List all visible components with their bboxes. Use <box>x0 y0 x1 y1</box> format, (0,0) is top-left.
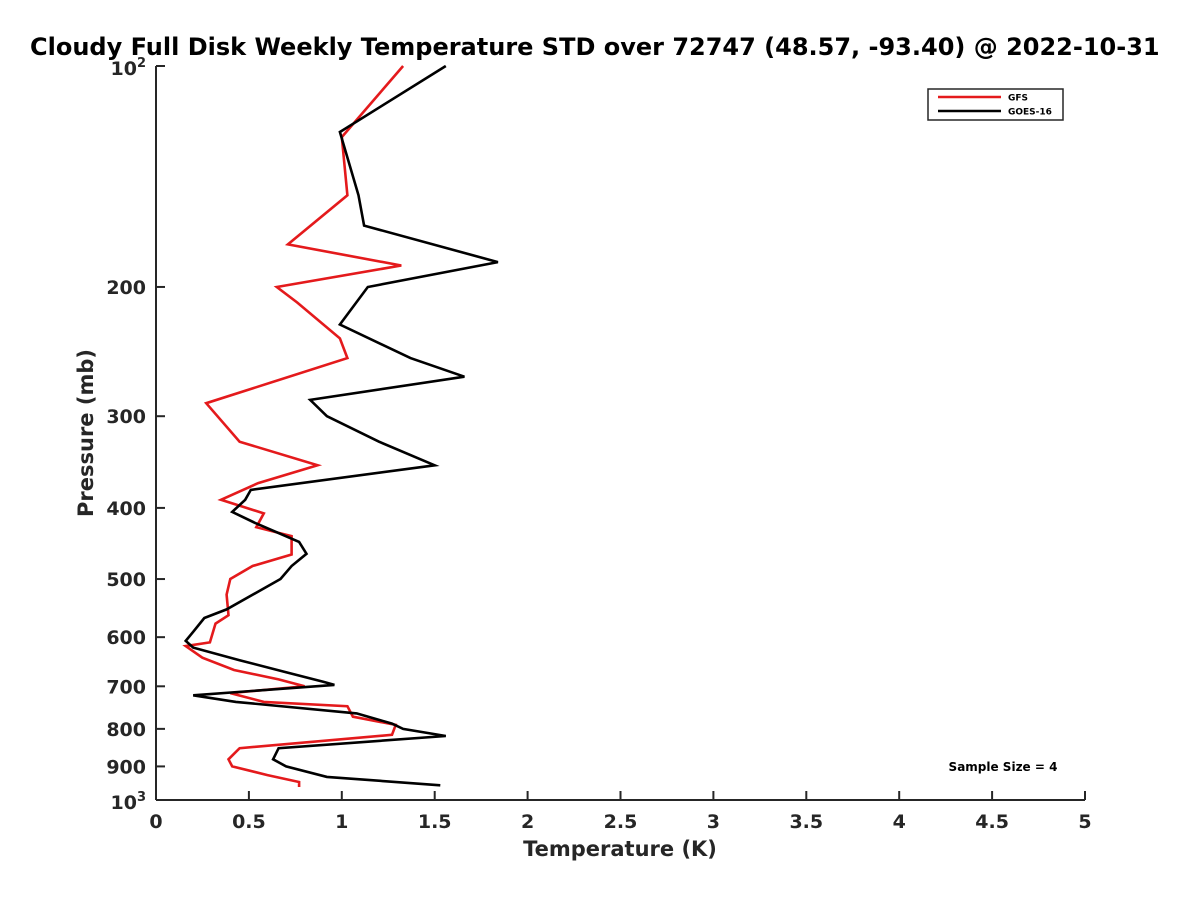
y-tick-label: 500 <box>106 569 146 591</box>
sample-size-annotation: Sample Size = 4 <box>949 760 1058 774</box>
y-tick-label-top: 102 <box>111 56 147 80</box>
x-tick-label: 1 <box>335 811 348 833</box>
x-tick-label: 0.5 <box>232 811 266 833</box>
x-tick-label: 2.5 <box>604 811 638 833</box>
x-tick-label: 0 <box>149 811 162 833</box>
legend-label-goes-16: GOES-16 <box>1008 108 1052 118</box>
x-tick-label: 5 <box>1078 811 1091 833</box>
y-tick-label: 600 <box>106 627 146 649</box>
x-axis-label: Temperature (K) <box>523 837 717 861</box>
legend-box <box>927 88 1064 121</box>
legend-label-gfs: GFS <box>1008 94 1028 104</box>
y-tick-label-bottom: 103 <box>111 790 147 814</box>
plot-series <box>182 64 499 787</box>
y-tick-label: 400 <box>106 498 146 520</box>
legend: GFS GOES-16 <box>927 88 1064 121</box>
axes: 0 0.5 1 1.5 2 2.5 3 3.5 4 4.5 5 200 300 400 500 600 700 8… <box>106 56 1091 833</box>
x-tick-label: 4.5 <box>975 811 1009 833</box>
chart-title: Cloudy Full Disk Weekly Temperature STD … <box>30 33 1160 61</box>
y-tick-label: 300 <box>106 406 146 428</box>
x-tick-label: 2 <box>521 811 534 833</box>
series-line-goes-16 <box>183 64 499 787</box>
x-tick-label: 1.5 <box>418 811 452 833</box>
series-line-gfs <box>182 65 405 787</box>
y-tick-label: 800 <box>106 719 146 741</box>
x-tick-label: 4 <box>893 811 906 833</box>
y-axis-label: Pressure (mb) <box>74 349 98 517</box>
y-tick-label: 900 <box>106 756 146 778</box>
y-tick-label: 700 <box>106 676 146 698</box>
y-tick-label: 200 <box>106 277 146 299</box>
x-tick-label: 3.5 <box>789 811 823 833</box>
x-tick-label: 3 <box>707 811 720 833</box>
